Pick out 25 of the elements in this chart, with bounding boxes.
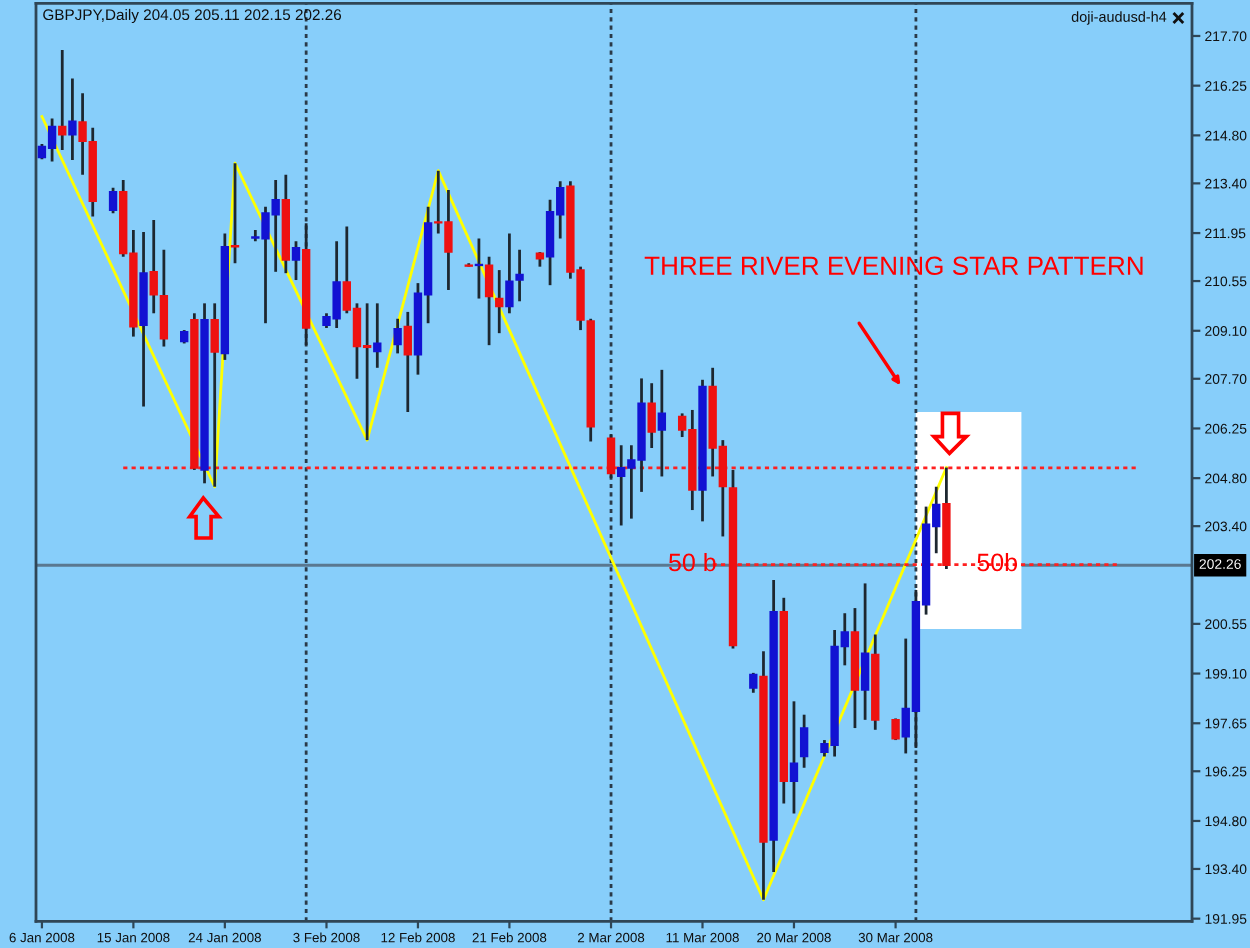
annotation: THREE RIVER EVENING STAR PATTERN [644, 256, 1143, 276]
candlestick [789, 699, 799, 815]
candlestick [799, 713, 809, 770]
candlestick [647, 381, 656, 450]
candlestick [474, 237, 484, 300]
candlestick [210, 301, 219, 489]
annotation: 50 b [669, 552, 716, 572]
candlestick [515, 248, 524, 303]
candlestick [657, 368, 667, 478]
line-series [40, 115, 948, 902]
candlestick [606, 433, 616, 480]
candlestick [68, 77, 77, 162]
annotation: 50b [977, 552, 1018, 572]
candlestick [403, 310, 412, 414]
candlestick [495, 268, 504, 335]
candlestick [373, 301, 382, 370]
candlestick [108, 186, 118, 215]
candlestick [58, 48, 67, 152]
candlestick [860, 582, 870, 722]
candlestick [484, 255, 494, 347]
candlestick [749, 671, 758, 695]
candlestick [230, 161, 240, 265]
candlestick [505, 232, 514, 315]
candlestick [393, 317, 402, 355]
candlestick [291, 239, 301, 282]
